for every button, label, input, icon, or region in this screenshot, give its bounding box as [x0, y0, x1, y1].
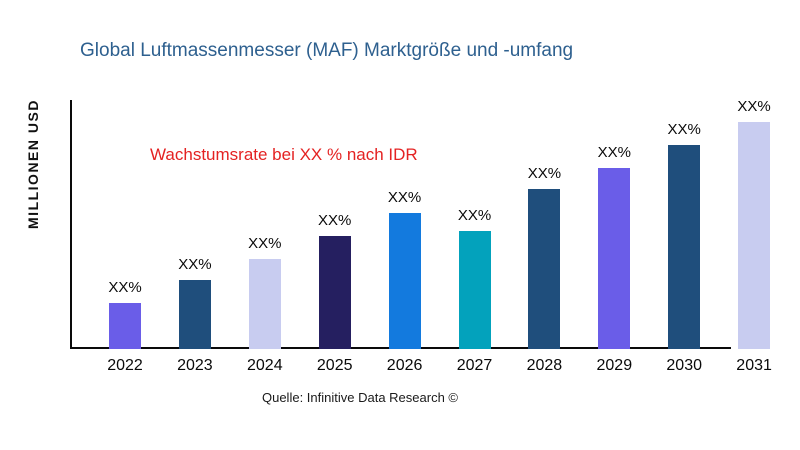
bar-value-label-2027: XX% — [457, 207, 492, 224]
bar-value-label-2030: XX% — [667, 121, 701, 138]
bar-2025 — [318, 236, 351, 349]
x-tick-2026: 2026 — [386, 357, 423, 374]
bar-2030 — [668, 145, 701, 349]
bar-2023 — [178, 280, 211, 349]
growth-rate-annotation: Wachstumsrate bei XX % nach IDR — [150, 145, 418, 164]
bar-2029 — [598, 168, 631, 349]
bar-value-label-2022: XX% — [108, 279, 142, 296]
x-tick-2030: 2030 — [666, 357, 702, 374]
bar-2031 — [738, 122, 771, 349]
x-tick-2024: 2024 — [247, 357, 283, 374]
x-tick-2025: 2025 — [316, 357, 353, 374]
bar-2022 — [109, 303, 141, 349]
x-tick-2031: 2031 — [736, 357, 772, 374]
bar-value-label-2026: XX% — [387, 189, 422, 206]
y-axis-label: MILLIONEN USD — [25, 99, 41, 229]
x-tick-2022: 2022 — [107, 357, 143, 374]
bar-value-label-2029: XX% — [597, 144, 631, 161]
bar-value-label-2028: XX% — [527, 165, 562, 182]
bar-value-label-2023: XX% — [178, 256, 212, 273]
y-axis-line — [70, 100, 72, 349]
bar-value-label-2024: XX% — [248, 235, 282, 252]
x-tick-2029: 2029 — [596, 357, 633, 374]
bar-2028 — [528, 189, 561, 349]
bar-value-label-2025: XX% — [318, 212, 352, 229]
x-tick-2028: 2028 — [526, 357, 563, 374]
chart-title: Global Luftmassenmesser (MAF) Marktgröße… — [80, 40, 574, 61]
bar-2024 — [248, 259, 281, 349]
source-attribution: Quelle: Infinitive Data Research © — [261, 390, 458, 405]
x-tick-2023: 2023 — [177, 357, 213, 374]
bar-value-label-2031: XX% — [737, 98, 771, 115]
x-tick-2027: 2027 — [456, 357, 493, 374]
bar-2026 — [388, 213, 421, 349]
bar-2027 — [458, 231, 491, 349]
